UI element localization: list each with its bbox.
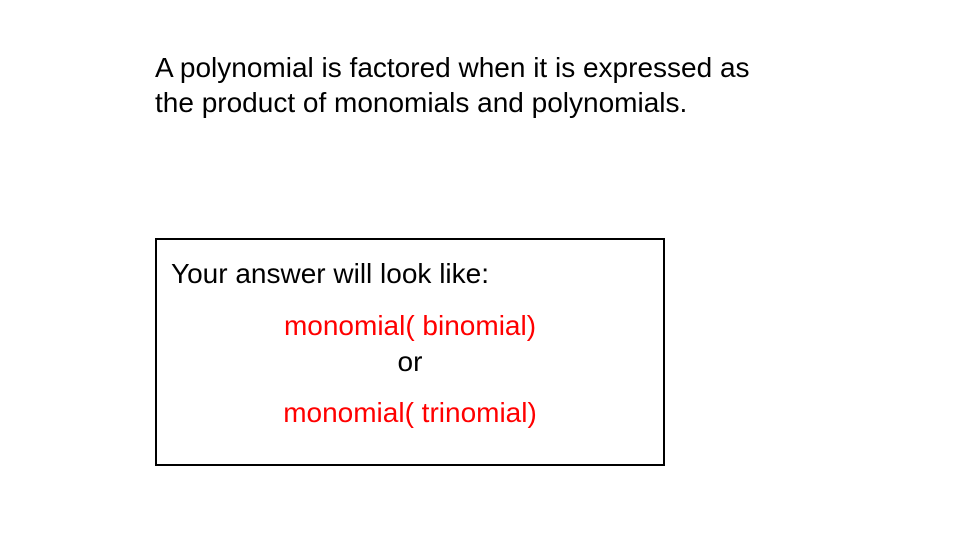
answer-format-box: Your answer will look like: monomial( bi… [155,238,665,466]
answer-heading: Your answer will look like: [171,258,649,290]
answer-form-line-1: monomial( binomial) [171,308,649,344]
answer-form-line-2: monomial( trinomial) [171,395,649,431]
intro-paragraph: A polynomial is factored when it is expr… [155,50,775,120]
answer-or: or [171,344,649,380]
